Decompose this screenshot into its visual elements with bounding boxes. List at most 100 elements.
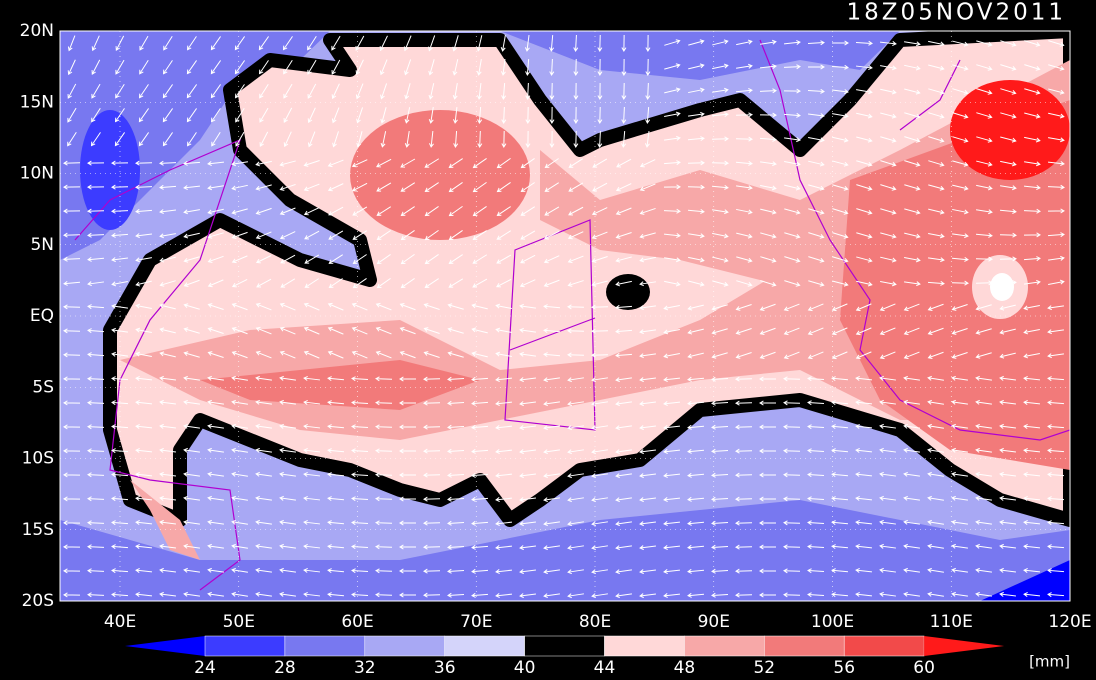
wind-arrow [807, 64, 825, 70]
field-region [200, 360, 480, 410]
colorbar-tick-label: 32 [354, 658, 376, 678]
wind-arrow [519, 327, 536, 333]
wind-arrow [87, 544, 105, 550]
wind-arrow [519, 593, 536, 599]
wind-arrow [831, 327, 848, 336]
wind-arrow [87, 520, 105, 526]
wind-arrow [856, 280, 873, 287]
wind-arrow [447, 544, 465, 550]
wind-arrow [303, 519, 321, 525]
wind-arrow [307, 107, 316, 124]
wind-arrow [645, 34, 651, 52]
wind-arrow [376, 206, 392, 216]
wind-arrow [784, 161, 801, 167]
wind-arrow [234, 84, 245, 99]
wind-arrow [639, 281, 656, 287]
wind-arrow [159, 233, 176, 239]
wind-arrow [688, 87, 705, 94]
wind-arrow [543, 545, 560, 551]
wind-arrow [759, 112, 777, 118]
wind-arrow [63, 568, 81, 574]
wind-arrow [63, 208, 81, 214]
wind-arrow [639, 593, 656, 599]
wind-arrow [807, 376, 825, 382]
wind-arrow [428, 35, 436, 52]
wind-arrow [711, 424, 729, 430]
wind-arrow [1023, 472, 1041, 477]
wind-arrow [519, 521, 536, 527]
wind-arrow [976, 40, 993, 47]
wind-arrow [452, 59, 459, 76]
wind-arrow [283, 131, 292, 148]
wind-arrow [976, 160, 993, 167]
wind-arrow [591, 280, 608, 287]
wind-arrow [1047, 592, 1065, 598]
wind-arrow [304, 278, 319, 288]
wind-arrow [784, 280, 801, 287]
wind-arrow [356, 131, 363, 148]
wind-arrow [639, 305, 656, 311]
wind-arrow [831, 472, 849, 478]
wind-arrow [159, 591, 177, 597]
wind-arrow [687, 160, 705, 166]
wind-arrow [951, 519, 968, 525]
wind-arrow [711, 496, 729, 502]
wind-arrow [400, 230, 415, 241]
wind-arrow [976, 136, 993, 143]
wind-arrow [928, 160, 945, 167]
wind-arrow [380, 107, 387, 124]
wind-arrow [951, 399, 968, 405]
wind-arrow [1000, 88, 1017, 95]
coastline [504, 219, 596, 431]
wind-arrow [1047, 376, 1065, 382]
wind-arrow [307, 36, 317, 51]
wind-arrow [183, 567, 200, 573]
wind-arrow [903, 399, 920, 405]
wind-arrow [927, 375, 944, 381]
wind-arrow [423, 400, 441, 406]
wind-arrow [303, 399, 321, 405]
wind-arrow [639, 545, 656, 551]
wind-arrow [759, 303, 776, 311]
wind-arrow [207, 327, 224, 334]
wind-arrow [423, 327, 440, 334]
wind-arrow [159, 567, 177, 573]
wind-arrow [525, 106, 531, 124]
wind-arrow [928, 232, 945, 239]
wind-arrow [135, 448, 153, 453]
wind-arrow [471, 520, 489, 526]
colorbar-segment [284, 635, 366, 657]
wind-arrow [447, 327, 464, 334]
wind-arrow [351, 544, 369, 550]
wind-arrow [111, 472, 129, 478]
wind-arrow [351, 159, 368, 168]
wind-arrow [471, 424, 489, 430]
wind-arrow [808, 232, 825, 239]
wind-arrow [448, 182, 463, 193]
wind-arrow [783, 568, 801, 574]
wind-arrow [591, 352, 609, 358]
colorbar-tick-label: 56 [833, 658, 855, 678]
wind-arrow [567, 328, 585, 334]
wind-arrow [399, 472, 417, 478]
wind-arrow [207, 543, 224, 549]
wind-arrow [711, 328, 728, 335]
wind-arrow [495, 303, 512, 310]
wind-arrow [63, 232, 81, 238]
wind-arrow [159, 519, 177, 525]
wind-arrow [832, 184, 849, 191]
wind-arrow [234, 60, 245, 75]
wind-arrow [111, 376, 129, 382]
wind-arrow [759, 64, 777, 69]
lon-label: 50E [223, 612, 255, 632]
wind-arrow [664, 39, 681, 46]
wind-arrow [399, 326, 416, 335]
wind-arrow [688, 39, 705, 46]
wind-arrow [327, 302, 344, 311]
wind-arrow [207, 303, 224, 310]
wind-arrow [328, 254, 343, 264]
wind-arrow [808, 256, 825, 263]
wind-arrow [187, 132, 197, 147]
wind-arrow [472, 278, 488, 288]
wind-arrow [399, 376, 417, 382]
